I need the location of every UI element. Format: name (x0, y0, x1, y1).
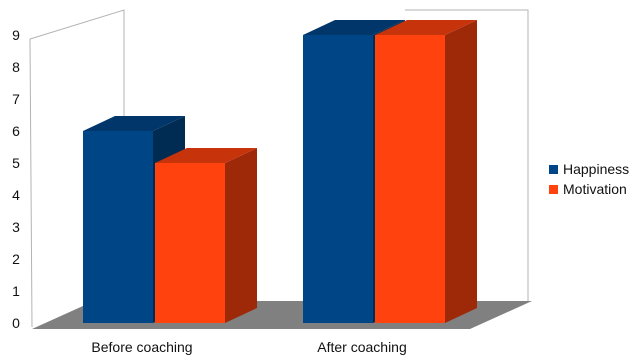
legend-swatch (549, 185, 558, 194)
bar-side-face (445, 20, 477, 323)
legend-label: Happiness (563, 161, 629, 177)
y-tick-label: 4 (12, 187, 20, 203)
y-tick-label: 5 (12, 155, 20, 171)
bar-front-face (375, 35, 445, 323)
legend: Happiness Motivation (549, 161, 629, 197)
y-tick-label: 9 (12, 27, 20, 43)
legend-label: Motivation (563, 181, 627, 197)
y-tick-label: 0 (12, 315, 20, 331)
bar-top-face (83, 116, 185, 131)
bar-front-face (83, 131, 153, 323)
bars (83, 20, 477, 323)
y-tick-label: 2 (12, 251, 20, 267)
y-tick-label: 1 (12, 283, 20, 299)
y-tick-label: 3 (12, 219, 20, 235)
y-tick-label: 6 (12, 123, 20, 139)
legend-swatch (549, 165, 558, 174)
bar (375, 20, 477, 323)
back-wall-outline (405, 9, 529, 301)
y-tick-label: 8 (12, 59, 20, 75)
bar-top-face (155, 148, 257, 163)
y-tick-label: 7 (12, 91, 20, 107)
bar (155, 148, 257, 323)
y-axis-ticks: 0 1 2 3 4 5 6 7 8 9 (12, 27, 20, 331)
bar-front-face (155, 163, 225, 323)
x-category-label: Before coaching (91, 339, 192, 355)
bar-top-face (303, 20, 405, 35)
bar-top-face (375, 20, 477, 35)
bar-front-face (303, 35, 373, 323)
x-axis-categories: Before coaching After coaching (91, 339, 406, 355)
bar-side-face (225, 148, 257, 323)
x-category-label: After coaching (317, 339, 407, 355)
